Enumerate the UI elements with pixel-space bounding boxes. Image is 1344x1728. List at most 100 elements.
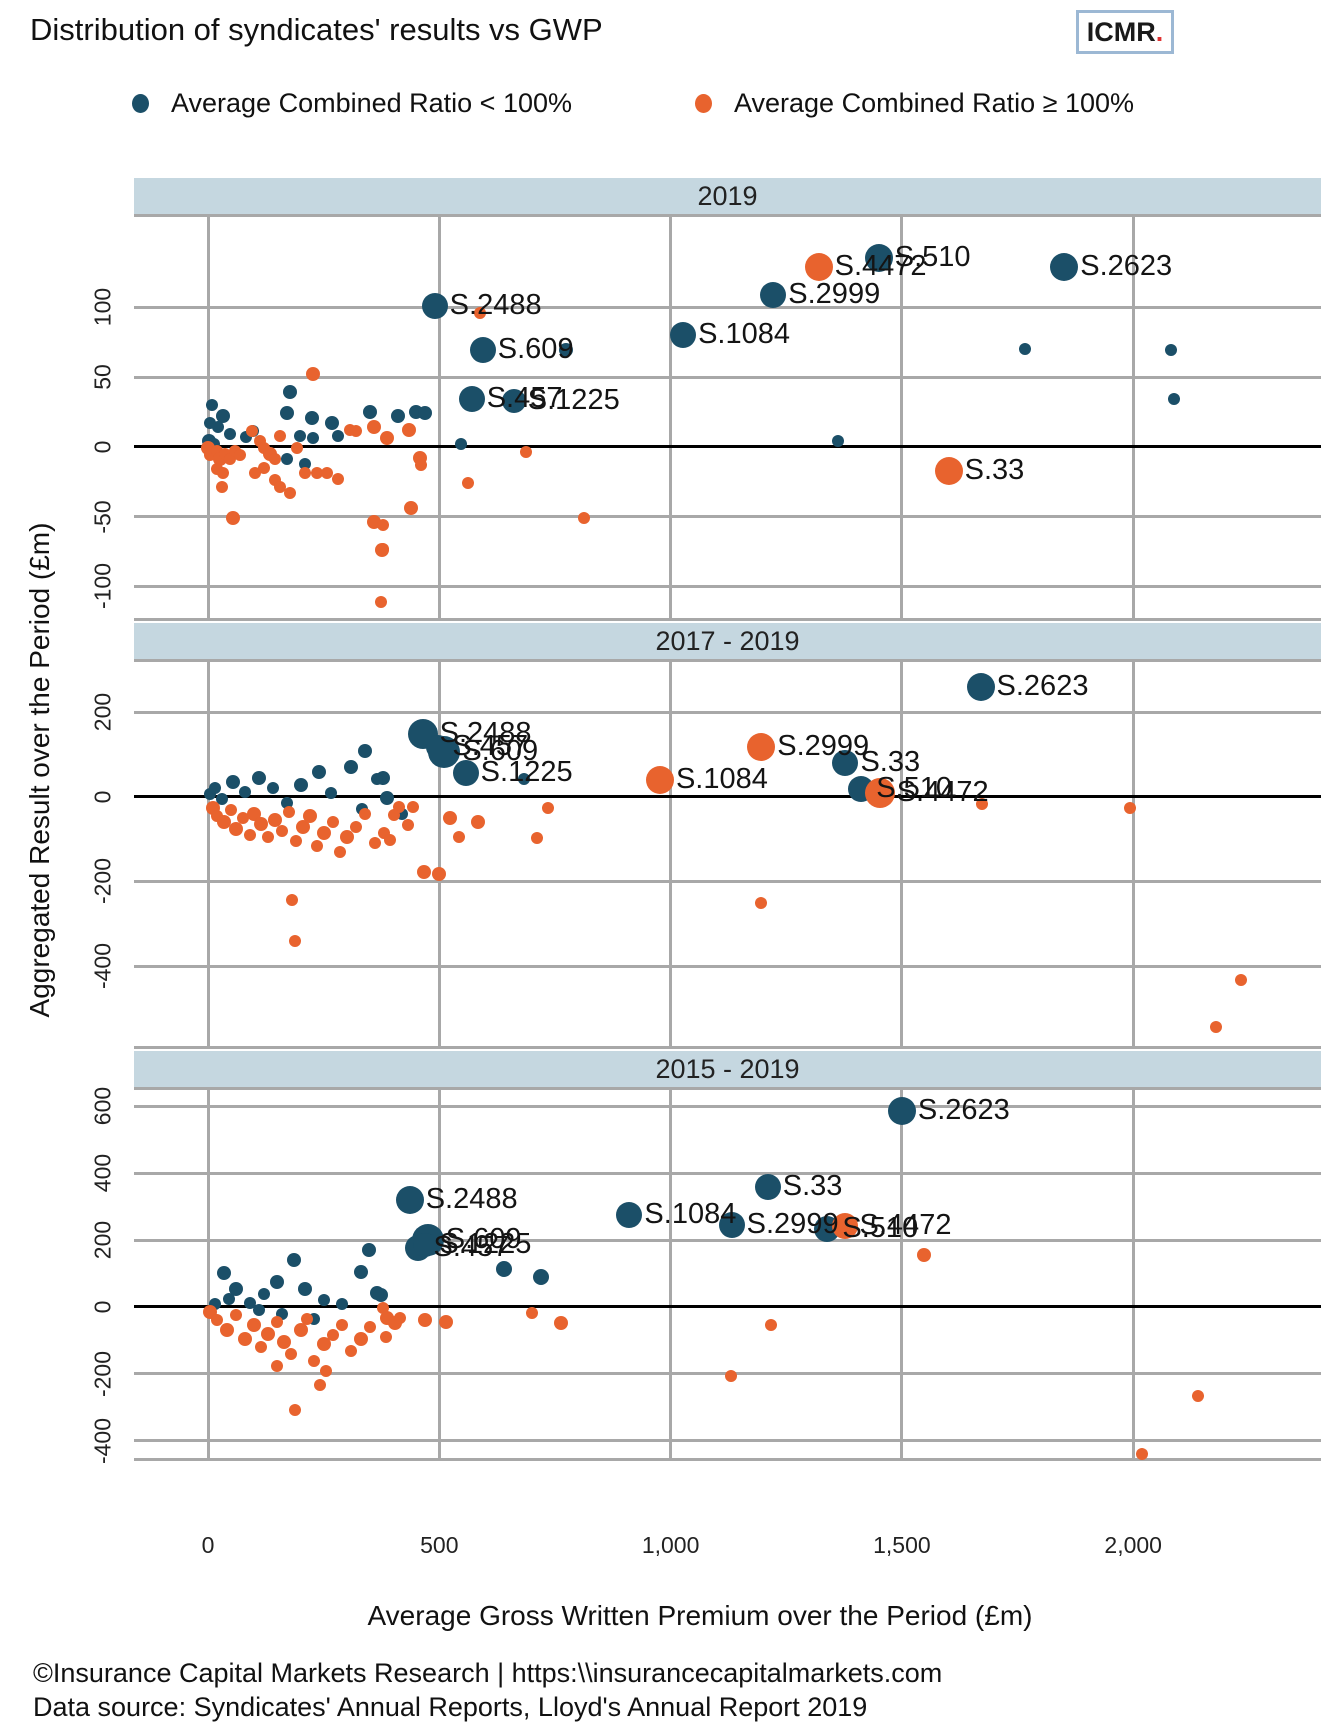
point-label: S.510 (842, 1211, 919, 1244)
data-point (1164, 344, 1177, 357)
y-tick-label: -100 (89, 563, 116, 610)
point-label: S.33 (964, 453, 1025, 486)
data-point (251, 770, 266, 785)
data-point (1124, 801, 1137, 814)
point-label: S.2488 (425, 1183, 518, 1216)
data-point (553, 1316, 568, 1331)
data-point (384, 833, 397, 846)
data-point (233, 449, 246, 462)
data-point (407, 801, 420, 814)
point-label: S.4472 (859, 1208, 952, 1241)
x-gridline (900, 1088, 904, 1460)
data-point (336, 1319, 349, 1332)
data-point (370, 1285, 385, 1300)
data-point (223, 428, 236, 441)
panel-border (134, 214, 1321, 217)
data-point (252, 1303, 265, 1316)
data-point (368, 837, 381, 850)
data-point (215, 409, 230, 424)
data-point (1235, 973, 1248, 986)
data-point (228, 1281, 243, 1296)
data-point-labeled (421, 292, 448, 319)
data-point (379, 1331, 392, 1344)
y-gridline (134, 1238, 1321, 1242)
panel-border (134, 618, 1321, 621)
point-label: S.2623 (996, 670, 1089, 703)
data-point-labeled (966, 673, 995, 702)
data-point-labeled (718, 1211, 745, 1238)
x-gridline (900, 660, 904, 1048)
data-point (217, 467, 230, 480)
legend-label-at-or-above-100: Average Combined Ratio ≥ 100% (734, 87, 1135, 118)
data-point (302, 808, 317, 823)
x-gridline (900, 215, 904, 620)
data-point-labeled (754, 1174, 781, 1201)
data-point (416, 865, 431, 880)
x-tick-label: 2,000 (1104, 1532, 1162, 1558)
data-point-labeled (469, 337, 496, 364)
data-point (339, 830, 354, 845)
point-label: S.510 (894, 241, 971, 274)
data-point-labeled (670, 322, 697, 349)
data-point (274, 481, 287, 494)
data-point (308, 1354, 321, 1367)
point-label: S.1084 (675, 763, 768, 796)
panel-border (134, 1087, 1321, 1090)
panel-border (134, 1046, 1321, 1049)
y-tick-label: -200 (89, 1350, 116, 1397)
data-point-labeled (452, 760, 479, 787)
data-point (1136, 1448, 1149, 1461)
point-label: S.2488 (439, 717, 532, 750)
data-point (208, 781, 221, 794)
point-label: S.609 (445, 1223, 522, 1255)
facet-strip: 2017 - 2019 (134, 623, 1321, 660)
data-point (470, 814, 485, 829)
data-point (276, 824, 289, 837)
y-gridline (134, 879, 1321, 883)
data-point (724, 1369, 737, 1382)
data-point (520, 446, 533, 459)
data-point (243, 828, 256, 841)
y-gridline (134, 1439, 1321, 1443)
zero-line (134, 445, 1321, 449)
point-label: S.2488 (449, 288, 542, 321)
data-point (295, 819, 310, 834)
footer-data-source: Data source: Syndicates' Annual Reports,… (33, 1692, 868, 1722)
x-gridline (437, 1088, 441, 1460)
point-label: S.1084 (644, 1197, 737, 1230)
y-tick-label: 600 (89, 1086, 116, 1126)
data-point (229, 1309, 242, 1322)
data-point (277, 1335, 292, 1350)
data-point-labeled (831, 1212, 858, 1239)
data-point (236, 812, 249, 825)
data-point (418, 406, 433, 421)
data-point-labeled (832, 750, 859, 777)
data-point (359, 807, 372, 820)
data-point (345, 1344, 358, 1357)
point-label: S.2999 (788, 277, 881, 310)
data-point (1168, 393, 1181, 406)
point-label: S.609 (462, 735, 539, 768)
facet-strip: 2015 - 2019 (134, 1051, 1321, 1088)
data-point (228, 821, 243, 836)
data-point (225, 803, 238, 816)
data-point (765, 1319, 778, 1332)
data-point (917, 1248, 932, 1263)
data-point (290, 442, 303, 455)
data-point (257, 1287, 270, 1300)
point-label: S.1084 (698, 318, 790, 351)
data-point (238, 1331, 253, 1346)
data-point (344, 760, 359, 775)
data-point (205, 398, 218, 411)
x-tick-label: 1,000 (641, 1532, 700, 1558)
data-point (319, 1364, 332, 1377)
data-point (349, 425, 362, 438)
data-point (299, 467, 312, 480)
x-axis-title: Average Gross Written Premium over the P… (367, 1600, 1033, 1631)
y-gridline (134, 1104, 1321, 1108)
y-tick-label: 0 (89, 440, 116, 454)
panel-border (134, 659, 1321, 662)
data-point (305, 410, 320, 425)
point-label: S.33 (782, 1170, 843, 1203)
